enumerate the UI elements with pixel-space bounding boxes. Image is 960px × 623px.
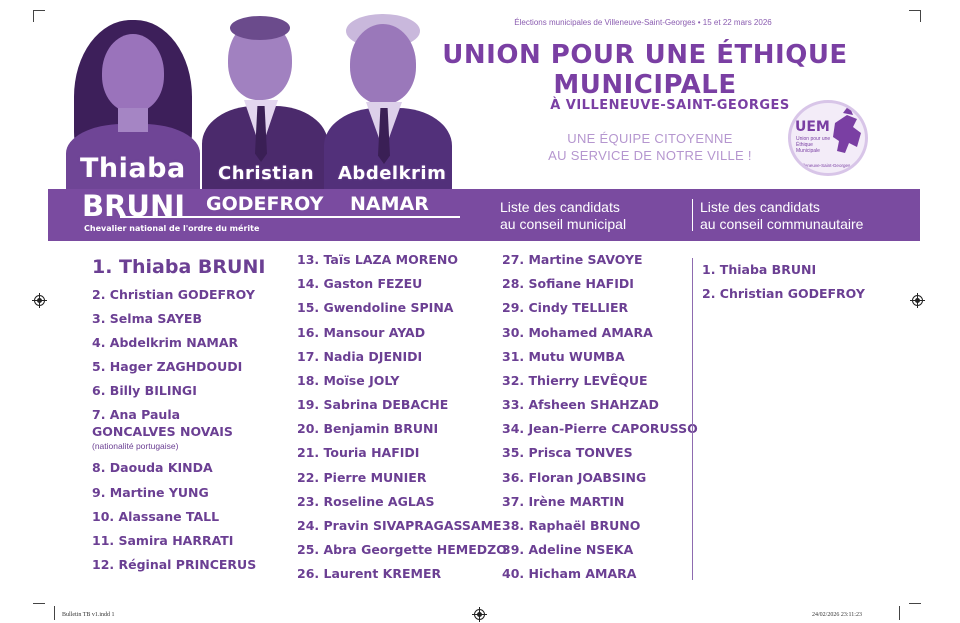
candidate-name: 25. Abra Georgette HEMEDZO <box>297 542 507 557</box>
photo-christian-godefroy <box>200 14 330 190</box>
candidate-name: 4. Abdelkrim NAMAR <box>92 335 239 350</box>
candidate-name: 28. Sofiane HAFIDI <box>502 276 634 291</box>
crop-mark <box>909 603 921 604</box>
candidate-name: 36. Floran JOABSING <box>502 470 647 485</box>
uem-logo: UEM Union pour une Éthique Municipale Vi… <box>788 100 868 176</box>
candidate-name: 12. Réginal PRINCERUS <box>92 557 257 572</box>
candidate-name: 29. Cindy TELLIER <box>502 300 629 315</box>
municipal-heading-line2: au conseil municipal <box>500 216 627 232</box>
logo-city: Villeneuve-Saint-Georges <box>799 163 851 168</box>
candidate-nationality-note: (nationalité portugaise) <box>92 441 179 451</box>
crop-mark <box>33 603 45 604</box>
candidate-name: 27. Martine SAVOYE <box>502 252 643 267</box>
candidate-name: 8. Daouda KINDA <box>92 460 213 475</box>
candidate-name: 40. Hicham AMARA <box>502 566 637 581</box>
community-heading-line1: Liste des candidats <box>700 199 820 215</box>
party-title-line2: MUNICIPALE <box>553 70 737 100</box>
candidate-name: 17. Nadia DJENIDI <box>297 349 423 364</box>
candidate-name: 22. Pierre MUNIER <box>297 470 427 485</box>
candidate-name: 11. Samira HARRATI <box>92 533 234 548</box>
header-band <box>48 189 920 241</box>
candidate-name: 2. Christian GODEFROY <box>92 287 255 302</box>
leader-first-name: Abdelkrim <box>338 163 447 184</box>
community-list-heading: Liste des candidats au conseil communaut… <box>700 199 863 233</box>
band-underline <box>120 216 460 218</box>
candidate-name: GONCALVES NOVAIS <box>92 424 233 439</box>
candidate-name: 35. Prisca TONVES <box>502 445 633 460</box>
candidate-name: 9. Martine YUNG <box>92 485 209 500</box>
candidate-name: 10. Alassane TALL <box>92 509 220 524</box>
registration-mark <box>910 293 925 308</box>
candidate-name: 18. Moïse JOLY <box>297 373 400 388</box>
crop-mark <box>54 606 55 620</box>
candidate-name: 32. Thierry LEVÊQUE <box>502 373 648 388</box>
photo-abdelkrim-namar <box>322 14 454 190</box>
leader-first-name: Christian <box>218 163 315 184</box>
party-city: À VILLENEUVE-SAINT-GEORGES <box>550 98 790 113</box>
registration-mark <box>32 293 47 308</box>
candidate-name: 15. Gwendoline SPINA <box>297 300 454 315</box>
logo-acronym: UEM <box>795 119 830 135</box>
candidate-name: 5. Hager ZAGHDOUDI <box>92 359 243 374</box>
candidate-name: 39. Adeline NSEKA <box>502 542 634 557</box>
candidate-name: 24. Pravin SIVAPRAGASSAME <box>297 518 502 533</box>
registration-mark <box>472 607 487 622</box>
candidate-name: 21. Touria HAFIDI <box>297 445 420 460</box>
tagline: UNE ÉQUIPE CITOYENNE AU SERVICE DE NOTRE… <box>530 130 770 164</box>
candidate-name: 30. Mohamed AMARA <box>502 325 653 340</box>
leader-distinction: Chevalier national de l'ordre du mérite <box>84 224 260 233</box>
crop-mark <box>899 606 900 620</box>
municipal-list-heading: Liste des candidats au conseil municipal <box>500 199 626 233</box>
crop-mark <box>909 10 921 11</box>
leader-last-name: GODEFROY <box>206 193 324 215</box>
candidate-name: 23. Roseline AGLAS <box>297 494 435 509</box>
crop-mark <box>33 10 45 11</box>
crop-mark <box>33 10 34 22</box>
photo-thiaba-bruni <box>58 14 208 190</box>
logo-subtitle: Union pour une Éthique Municipale <box>796 136 831 154</box>
crop-mark <box>920 10 921 22</box>
candidate-name: 26. Laurent KREMER <box>297 566 442 581</box>
knight-horse-icon <box>833 105 861 153</box>
candidate-name: 20. Benjamin BRUNI <box>297 421 439 436</box>
candidate-name: 3. Selma SAYEB <box>92 311 202 326</box>
print-file-info: Bulletin TB v1.indd 1 <box>62 612 115 618</box>
community-heading-line2: au conseil communautaire <box>700 216 864 232</box>
candidate-name: 13. Taïs LAZA MORENO <box>297 252 458 267</box>
party-title-line1: UNION POUR UNE ÉTHIQUE <box>442 40 848 70</box>
leader-last-name: NAMAR <box>350 193 429 215</box>
candidate-name: 34. Jean-Pierre CAPORUSSO <box>502 421 698 436</box>
candidate-name: 19. Sabrina DEBACHE <box>297 397 449 412</box>
candidate-name: 7. Ana Paula <box>92 407 181 422</box>
print-timestamp: 24/02/2026 23:11:23 <box>812 612 862 618</box>
election-info: Élections municipales de Villeneuve-Sain… <box>514 18 772 27</box>
party-title: UNION POUR UNE ÉTHIQUE MUNICIPALE <box>430 40 860 100</box>
candidate-name: 16. Mansour AYAD <box>297 325 426 340</box>
leader-first-name: Thiaba <box>80 153 186 184</box>
candidate-name: 6. Billy BILINGI <box>92 383 197 398</box>
candidate-name: 37. Irène MARTIN <box>502 494 625 509</box>
community-candidate-name: 2. Christian GODEFROY <box>702 286 865 301</box>
candidate-name: 31. Mutu WUMBA <box>502 349 625 364</box>
candidate-name: 33. Afsheen SHAHZAD <box>502 397 659 412</box>
tagline-line1: UNE ÉQUIPE CITOYENNE <box>567 131 733 146</box>
community-candidate-name: 1. Thiaba BRUNI <box>702 262 817 277</box>
band-separator <box>692 199 693 231</box>
candidate-name: 14. Gaston FEZEU <box>297 276 423 291</box>
candidate-name: 38. Raphaël BRUNO <box>502 518 641 533</box>
candidate-name: 1. Thiaba BRUNI <box>92 256 266 278</box>
tagline-line2: AU SERVICE DE NOTRE VILLE ! <box>548 148 752 163</box>
municipal-heading-line1: Liste des candidats <box>500 199 620 215</box>
list-separator <box>692 258 693 580</box>
